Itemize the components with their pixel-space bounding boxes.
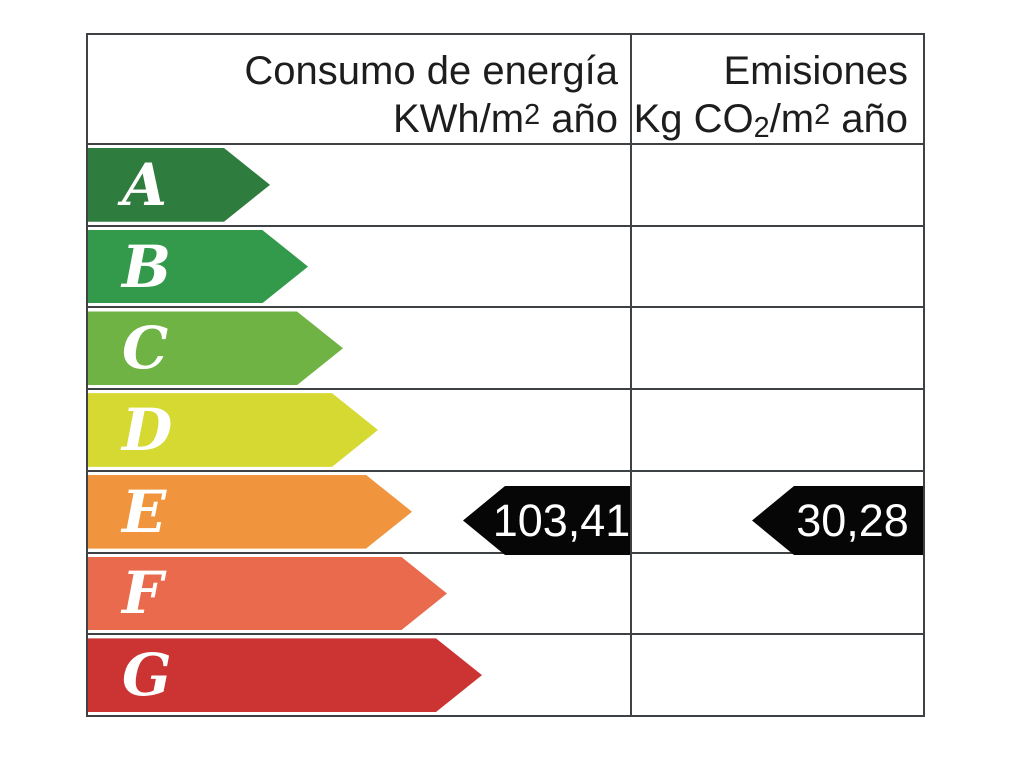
rating-row-a: A [88,145,923,227]
rating-bar-e: E [88,475,412,549]
rating-letter-b: B [122,232,172,301]
rating-row-f: F [88,554,923,636]
rating-letter-a: A [122,150,168,219]
rating-row-d: D [88,390,923,472]
rating-bar-b: B [88,230,308,304]
rating-row-e: E [88,472,923,554]
consumption-column-units: KWh/m2 año [88,93,618,141]
emissions-unit-suffix: año [830,97,908,142]
emissions-unit-text: Kg CO [633,97,754,142]
consumption-unit-exponent: 2 [524,99,541,131]
rating-letter-e: E [122,477,167,546]
rating-bar-a: A [88,148,270,222]
rating-bar-d: D [88,393,378,467]
emissions-value: 30,28 [796,494,909,546]
rating-bar-f: F [88,557,447,631]
consumption-unit-text: KWh/m [393,97,525,142]
rating-bar-g: G [88,638,482,712]
column-divider [630,35,632,715]
rating-letter-d: D [122,396,173,465]
rating-letter-f: F [122,559,164,628]
header-emissions-column: Emisiones Kg CO2/m2 año [632,35,923,144]
rating-rows: A B C D E F G [88,145,923,715]
consumption-column-title: Consumo de energía [244,49,618,93]
emissions-unit-exponent: 2 [814,99,831,131]
consumption-value: 103,41 [492,494,631,546]
rating-bar-c: C [88,311,343,385]
rating-table: Consumo de energía KWh/m2 año Emisiones … [86,33,925,717]
header-consumption-column: Consumo de energía KWh/m2 año [88,35,630,143]
emissions-unit-mid: /m [769,97,815,142]
rating-row-c: C [88,308,923,391]
emissions-unit-subscript: 2 [753,112,770,145]
emissions-column-units: Kg CO2/m2 año [632,93,908,150]
rating-letter-c: C [122,314,169,383]
emissions-value-arrow: 30,28 [752,486,923,555]
table-header: Consumo de energía KWh/m2 año Emisiones … [88,35,923,145]
emissions-column-title: Emisiones [723,49,908,93]
rating-row-b: B [88,227,923,309]
consumption-unit-suffix: año [540,97,618,142]
rating-letter-g: G [122,641,172,710]
rating-row-g: G [88,635,923,715]
